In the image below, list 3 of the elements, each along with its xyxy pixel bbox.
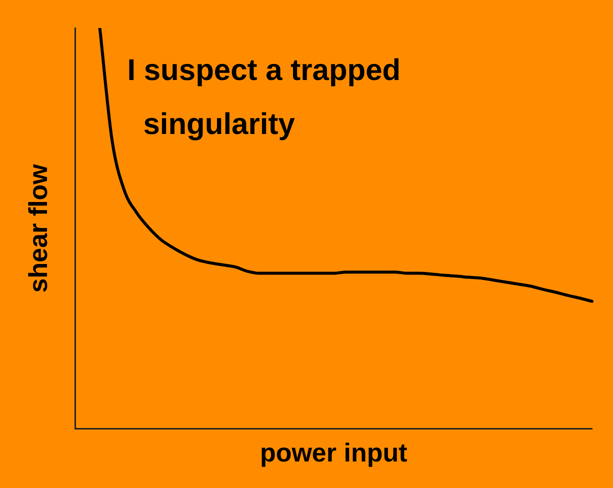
- y-axis-title: shear flow: [22, 163, 53, 293]
- x-axis-title: power input: [260, 438, 408, 468]
- annotation: I suspect a trapped singularity: [127, 54, 401, 141]
